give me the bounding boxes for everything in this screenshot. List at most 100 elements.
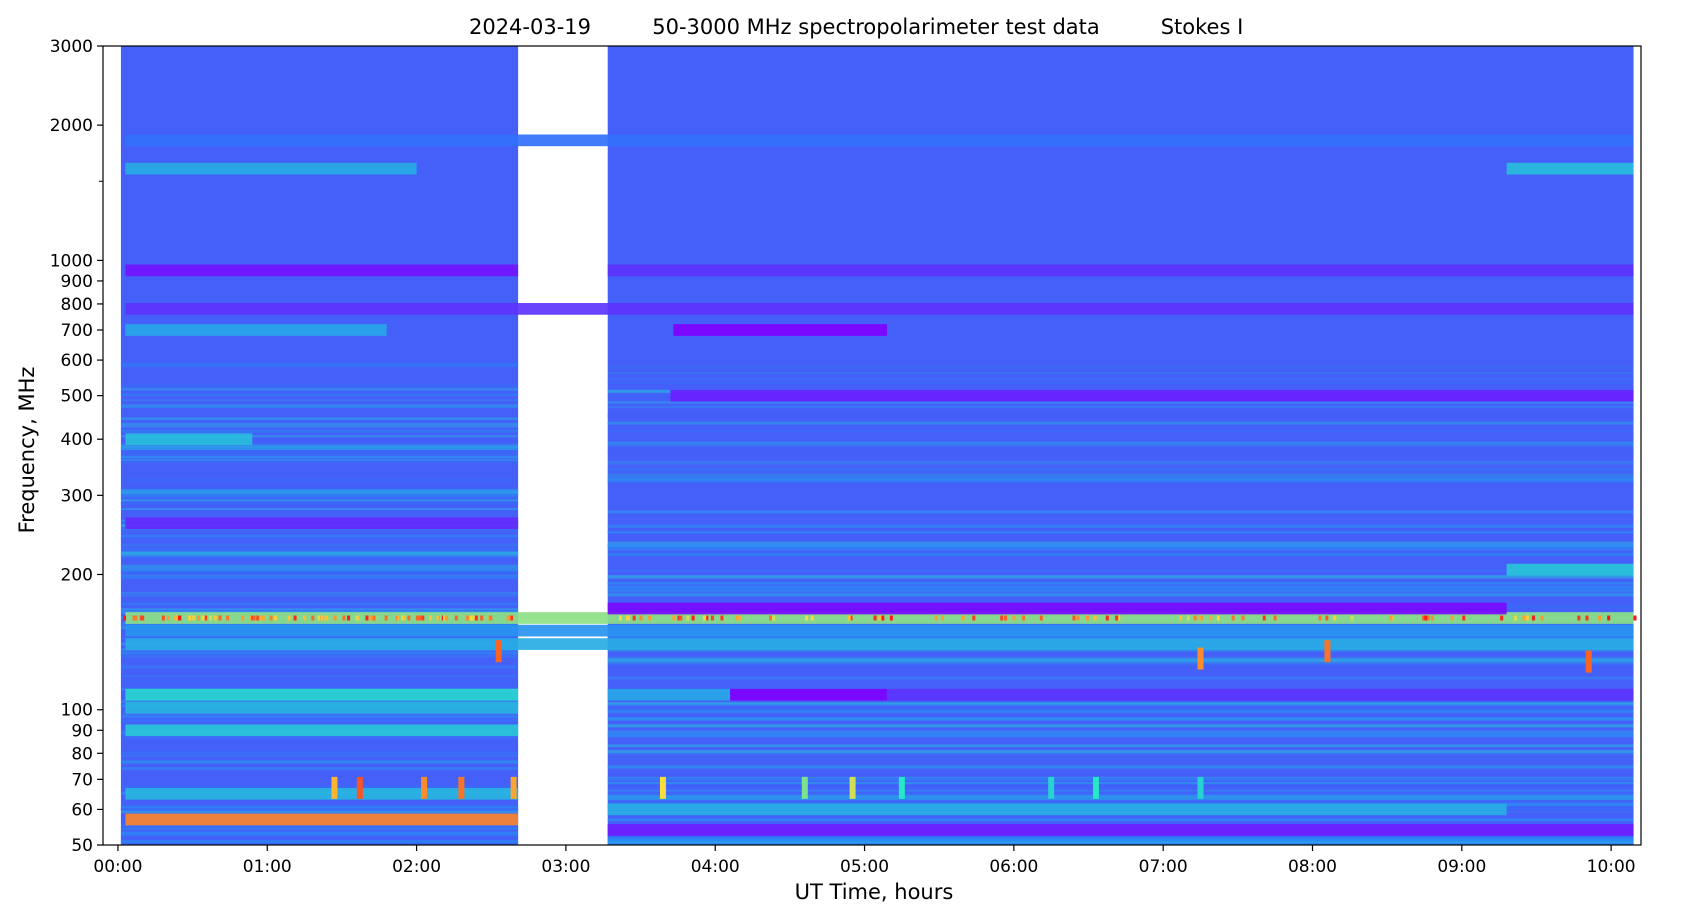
burst-9 <box>898 776 905 799</box>
rfi-speckle-74 <box>972 615 976 621</box>
burst-13 <box>495 640 502 663</box>
spectral-band-21 <box>125 303 1634 315</box>
texture-streak-1-86 <box>607 841 1634 845</box>
texture-streak-0-40 <box>120 547 519 551</box>
texture-streak-0-102 <box>120 502 519 505</box>
y-tick-label-0: 50 <box>71 836 93 856</box>
burst-6 <box>659 776 666 799</box>
texture-streak-1-100 <box>607 421 1634 425</box>
title-stokes: Stokes I <box>1161 15 1244 39</box>
texture-streak-0-132 <box>120 827 519 830</box>
texture-streak-1-34 <box>607 441 1634 445</box>
texture-streak-0-104 <box>120 686 519 689</box>
burst-12 <box>1197 776 1204 799</box>
rfi-speckle-2 <box>1431 615 1435 621</box>
texture-streak-0-125 <box>120 767 519 770</box>
texture-streak-0-9 <box>120 719 519 723</box>
rfi-speckle-113 <box>303 615 307 621</box>
texture-streak-0-98 <box>120 839 519 842</box>
texture-streak-0-83 <box>120 537 519 540</box>
texture-streak-0-36 <box>120 446 519 451</box>
spectral-band-24 <box>125 162 417 175</box>
texture-streak-1-2 <box>607 581 1634 585</box>
burst-14 <box>1197 647 1204 670</box>
rfi-speckle-51 <box>342 615 346 621</box>
rfi-speckle-32 <box>1462 615 1466 621</box>
texture-streak-1-133 <box>607 649 1634 653</box>
spectral-band-6 <box>125 701 519 714</box>
burst-15 <box>1324 640 1331 663</box>
rfi-speckle-110 <box>625 615 629 621</box>
texture-streak-1-6 <box>607 541 1634 545</box>
burst-5 <box>510 776 517 799</box>
rfi-speckle-78 <box>1531 615 1535 621</box>
texture-streak-1-108 <box>607 545 1634 549</box>
title-description: 50-3000 MHz spectropolarimeter test data <box>652 15 1100 39</box>
rfi-speckle-16 <box>720 615 724 621</box>
texture-streak-1-131 <box>607 705 1634 709</box>
rfi-speckle-39 <box>384 615 388 621</box>
rfi-speckle-76 <box>1273 615 1277 621</box>
rfi-speckle-33 <box>287 615 291 621</box>
texture-streak-0-5 <box>120 417 519 420</box>
texture-streak-1-127 <box>607 765 1634 769</box>
texture-streak-0-39 <box>120 443 519 446</box>
texture-streak-0-70 <box>120 750 519 753</box>
texture-streak-0-32 <box>120 785 519 788</box>
rfi-speckle-4 <box>1076 615 1080 621</box>
texture-streak-0-100 <box>120 569 519 573</box>
rfi-speckle-46 <box>1525 615 1529 621</box>
texture-streak-0-12 <box>120 427 519 430</box>
rfi-speckle-101 <box>132 615 136 621</box>
texture-streak-1-67 <box>607 406 1634 408</box>
texture-streak-0-78 <box>120 450 519 453</box>
texture-streak-0-43 <box>120 603 519 606</box>
rfi-speckle-114 <box>1093 615 1097 621</box>
rfi-speckle-127 <box>250 615 254 621</box>
rfi-speckle-120 <box>1241 615 1245 621</box>
texture-streak-0-59 <box>120 679 519 682</box>
texture-streak-0-31 <box>120 810 519 814</box>
texture-streak-1-8 <box>607 840 1634 844</box>
texture-streak-1-90 <box>607 757 1634 761</box>
texture-streak-0-116 <box>120 460 519 464</box>
rfi-speckle-25 <box>506 615 510 621</box>
rfi-speckle-104 <box>1513 615 1517 621</box>
spectral-band-10 <box>886 688 1634 701</box>
texture-streak-0-92 <box>120 552 519 556</box>
rfi-speckle-118 <box>889 615 893 621</box>
y-tick-label-2: 70 <box>71 770 93 790</box>
rfi-speckle-64 <box>710 615 714 621</box>
texture-streak-0-34 <box>120 684 519 687</box>
texture-streak-0-81 <box>120 399 519 402</box>
rfi-speckle-72 <box>1115 615 1119 621</box>
rfi-speckle-75 <box>325 615 329 621</box>
rfi-speckle-80 <box>1585 615 1589 621</box>
texture-streak-0-95 <box>120 404 519 408</box>
texture-streak-0-58 <box>120 499 519 502</box>
texture-streak-0-13 <box>120 591 519 595</box>
rfi-speckle-115 <box>436 615 440 621</box>
x-tick-label-7: 07:00 <box>1139 857 1188 877</box>
axes-frame <box>102 45 1642 846</box>
rfi-speckle-77 <box>356 615 360 621</box>
rfi-speckle-153 <box>407 615 411 621</box>
texture-streak-1-97 <box>607 663 1634 667</box>
rfi-speckle-7 <box>261 615 265 621</box>
texture-streak-1-5 <box>607 461 1634 465</box>
rfi-speckle-38 <box>677 615 681 621</box>
rfi-speckle-9 <box>473 615 477 621</box>
x-tick-label-4: 04:00 <box>691 857 740 877</box>
texture-streak-1-63 <box>607 793 1634 796</box>
texture-streak-0-30 <box>120 608 519 610</box>
rfi-speckle-109 <box>174 615 178 621</box>
rfi-speckle-139 <box>442 615 446 621</box>
rfi-speckle-137 <box>201 615 205 621</box>
texture-streak-0-51 <box>120 390 519 394</box>
texture-streak-1-72 <box>607 731 1634 734</box>
rfi-speckle-67 <box>401 615 405 621</box>
rfi-speckle-144 <box>672 615 676 621</box>
rfi-speckle-100 <box>1389 615 1393 621</box>
rfi-speckle-31 <box>365 615 369 621</box>
spectral-band-11 <box>125 638 1634 650</box>
